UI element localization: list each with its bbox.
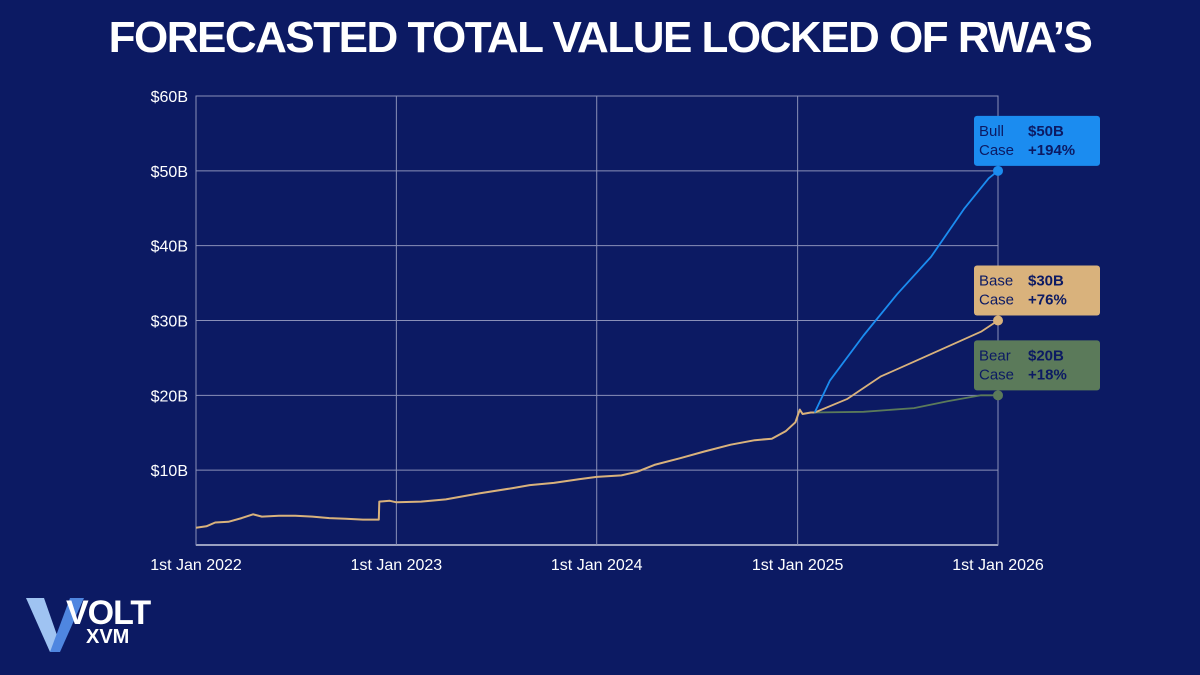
bull-callout: Bull Case $50B +194%	[974, 115, 1100, 166]
base-callout-label-1: Base	[979, 273, 1013, 290]
bull-callout-label-2: Case	[979, 142, 1014, 159]
y-tick-label: $30B	[151, 314, 188, 331]
base-callout: Base Case $30B +76%	[974, 265, 1100, 316]
grid-lines	[195, 95, 999, 546]
logo-v-left-shape	[26, 598, 58, 652]
logo-v-right-shape	[50, 598, 84, 652]
bear-callout-change: +18%	[1028, 366, 1067, 383]
x-tick-label: 1st Jan 2025	[752, 557, 844, 574]
base-end-marker	[993, 315, 1003, 326]
logo-wordmark: VOLT	[66, 594, 151, 632]
bull-end-marker	[993, 165, 1003, 176]
bull-series-line	[813, 170, 999, 413]
bull-callout-box	[974, 115, 1100, 166]
callouts: Bull Case $50B +194% Base Case $30B +76% Bear Cas…	[974, 115, 1100, 401]
y-tick-label: $20B	[151, 388, 188, 405]
bear-callout-label-1: Bear	[979, 347, 1011, 364]
base-callout-change: +76%	[1028, 292, 1067, 309]
historical-series-line	[195, 408, 815, 529]
bull-callout-change: +194%	[1028, 142, 1075, 159]
axes: $10B $20B $30B $40B $50B $60B 1st Jan 2022 1st …	[150, 89, 1044, 574]
bear-callout-value: $20B	[1028, 347, 1064, 364]
bear-callout-box	[974, 340, 1100, 391]
y-tick-label: $50B	[151, 164, 188, 181]
volt-xvm-logo: VOLT XVM	[26, 594, 166, 656]
y-tick-label: $60B	[151, 89, 188, 106]
bear-end-marker	[993, 390, 1003, 401]
bear-callout-label-2: Case	[979, 366, 1014, 383]
base-callout-value: $30B	[1028, 273, 1064, 290]
base-callout-label-2: Case	[979, 292, 1014, 309]
base-callout-box	[974, 265, 1100, 316]
x-tick-label: 1st Jan 2024	[551, 557, 643, 574]
logo-subtext: XVM	[86, 626, 130, 648]
chart-title: FORECASTED TOTAL VALUE LOCKED OF RWA’S	[108, 13, 1093, 62]
bear-callout: Bear Case $20B +18%	[974, 340, 1100, 391]
x-tick-label: 1st Jan 2022	[150, 557, 242, 574]
base-series-line	[814, 319, 999, 414]
v-logo-icon	[26, 598, 84, 652]
y-tick-label: $10B	[151, 463, 188, 480]
x-tick-label: 1st Jan 2023	[351, 557, 443, 574]
series-lines	[195, 170, 999, 529]
bull-callout-value: $50B	[1028, 123, 1064, 140]
bull-callout-label-1: Bull	[979, 123, 1004, 140]
y-tick-label: $40B	[151, 239, 188, 256]
x-tick-label: 1st Jan 2026	[952, 557, 1044, 574]
bear-series-line	[814, 394, 998, 414]
